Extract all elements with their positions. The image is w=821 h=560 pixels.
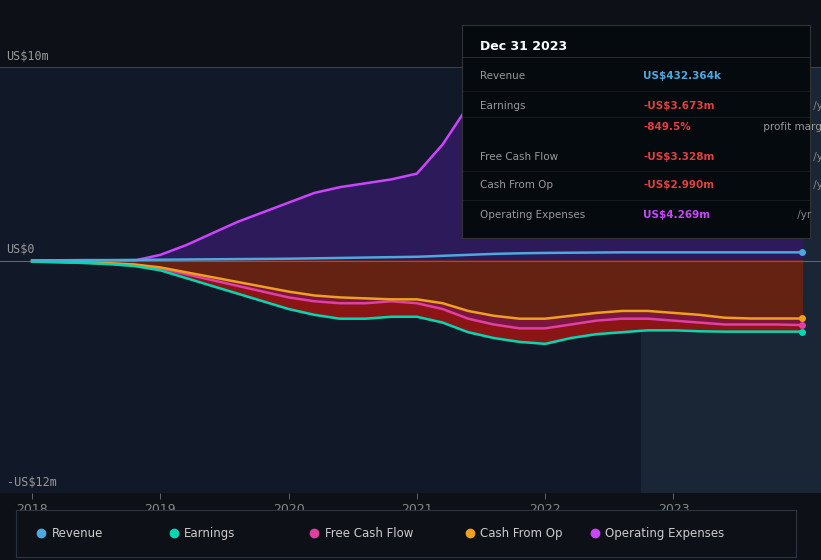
Text: Revenue: Revenue [52,527,103,540]
Text: /yr: /yr [810,101,821,111]
Text: US$432.364k: US$432.364k [643,71,721,81]
Text: Cash From Op: Cash From Op [480,527,563,540]
Text: Dec 31 2023: Dec 31 2023 [479,40,566,53]
Text: -US$3.673m: -US$3.673m [643,101,715,111]
Text: Operating Expenses: Operating Expenses [479,209,585,220]
Text: Cash From Op: Cash From Op [479,180,553,190]
Text: Free Cash Flow: Free Cash Flow [324,527,413,540]
Text: -US$2.990m: -US$2.990m [643,180,714,190]
Text: -US$12m: -US$12m [7,475,57,488]
Text: Earnings: Earnings [184,527,236,540]
Text: -849.5%: -849.5% [643,122,691,132]
Text: Earnings: Earnings [479,101,525,111]
Text: US$4.269m: US$4.269m [643,209,710,220]
Text: /yr: /yr [810,180,821,190]
Text: /yr: /yr [810,152,821,162]
Text: /yr: /yr [794,209,811,220]
Text: Operating Expenses: Operating Expenses [605,527,724,540]
Text: -US$3.328m: -US$3.328m [643,152,714,162]
Text: US$0: US$0 [7,244,35,256]
Bar [641,67,821,493]
Text: Free Cash Flow: Free Cash Flow [479,152,557,162]
Text: US$10m: US$10m [7,50,49,63]
Text: Revenue: Revenue [479,71,525,81]
Text: profit margin: profit margin [760,122,821,132]
